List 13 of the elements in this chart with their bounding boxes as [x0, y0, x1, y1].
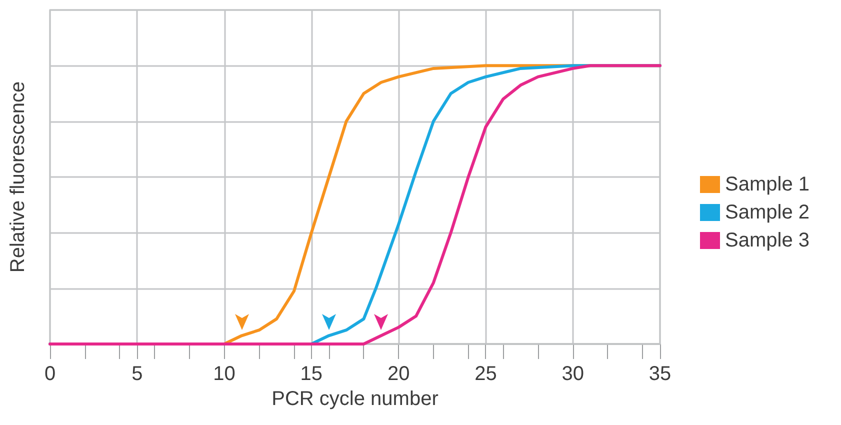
x-tick-label: 0 — [44, 363, 56, 385]
x-tick-label: 20 — [387, 363, 410, 385]
x-tick-label: 35 — [648, 363, 672, 385]
x-tick-label: 25 — [474, 363, 497, 385]
y-axis-title: Relative fluorescence — [7, 81, 29, 273]
x-tick-label: 10 — [213, 363, 236, 385]
x-tick-label: 30 — [562, 363, 584, 385]
x-tick-label: 15 — [300, 363, 323, 385]
x-tick-label: 5 — [132, 363, 143, 385]
legend-label: Sample 2 — [725, 202, 810, 224]
legend-label: Sample 3 — [725, 230, 810, 252]
x-axis-title: PCR cycle number — [272, 388, 439, 410]
legend-label: Sample 1 — [725, 174, 810, 196]
